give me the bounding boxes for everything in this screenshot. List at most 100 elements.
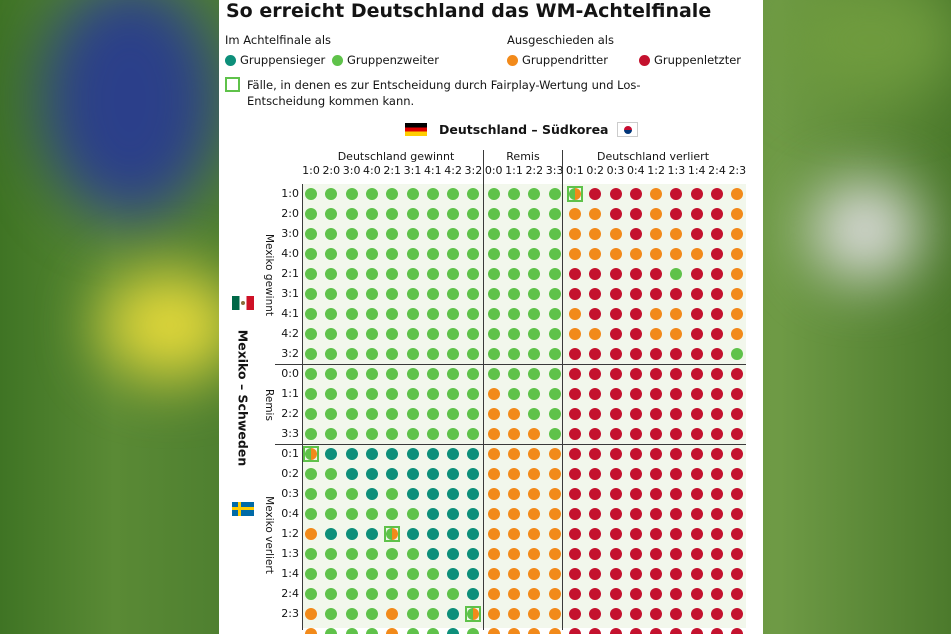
cell-gruppendritter (528, 528, 541, 540)
cell-gruppenzweiter (508, 228, 520, 240)
cell-gruppenzweiter (467, 248, 480, 260)
cell-gruppenletzter (629, 308, 642, 320)
cell-gruppenzweiter (386, 568, 399, 580)
legend-item-gruppenletzter: Gruppenletzter (639, 53, 741, 67)
fairplay-highlight-box (303, 446, 319, 462)
match-side-title: Mexiko – Schweden (235, 329, 251, 467)
cell-gruppenletzter (650, 508, 663, 520)
cell-gruppenletzter (568, 448, 581, 460)
cell-gruppenzweiter (426, 288, 439, 300)
cell-gruppenzweiter (426, 268, 439, 280)
cell-gruppendritter (508, 508, 520, 520)
cell-gruppenzweiter (406, 348, 419, 360)
cell-gruppenletzter (670, 188, 683, 200)
cell-gruppenletzter (609, 588, 622, 600)
cell-gruppenletzter (650, 548, 663, 560)
cell-gruppenletzter (670, 388, 683, 400)
legend-item-gruppenzweiter: Gruppenzweiter (332, 53, 439, 67)
cell-gruppenletzter (568, 588, 581, 600)
cell-gruppenzweiter (548, 208, 561, 220)
cell-gruppenletzter (609, 428, 622, 440)
legend-qualified-heading: Im Achtelfinale als (225, 33, 332, 47)
cell-gruppensieger (447, 508, 460, 520)
cell-gruppenzweiter (406, 408, 419, 420)
cell-gruppenletzter (609, 348, 622, 360)
cell-gruppendritter (528, 468, 541, 480)
column-score-label: 0:3 (606, 164, 625, 177)
cell-gruppenzweiter (386, 408, 399, 420)
cell-gruppendritter (528, 508, 541, 520)
cell-gruppenzweiter (467, 408, 480, 420)
cell-gruppenletzter (711, 328, 723, 340)
cell-gruppenzweiter (548, 228, 561, 240)
cell-gruppenletzter (731, 448, 744, 460)
col-group-label: Deutschland verliert (596, 150, 710, 163)
cell-gruppendritter (528, 588, 541, 600)
cell-gruppenletzter (589, 308, 602, 320)
cell-gruppenletzter (609, 568, 622, 580)
cell-gruppenletzter (690, 568, 703, 580)
row-divider (275, 444, 746, 445)
cell-gruppendritter (487, 488, 500, 500)
cell-gruppendritter (487, 408, 500, 420)
cell-gruppendritter (568, 308, 581, 320)
row-score-label: 4:0 (281, 247, 299, 260)
cell-gruppenzweiter (365, 308, 378, 320)
cell-gruppenletzter (711, 408, 723, 420)
cell-gruppenletzter (589, 528, 602, 540)
cell-gruppenletzter (670, 508, 683, 520)
cell-gruppenzweiter (447, 408, 460, 420)
cell-gruppenzweiter (487, 308, 500, 320)
cell-gruppenletzter (711, 448, 723, 460)
cell-gruppenzweiter (426, 348, 439, 360)
fairplay-highlight-box (566, 186, 583, 202)
row-score-label: 2:2 (281, 407, 299, 420)
cell-gruppenzweiter (406, 328, 419, 340)
legend-dot-icon (332, 54, 343, 66)
column-score-label: 1:4 (687, 164, 706, 177)
cell-gruppensieger (365, 488, 378, 500)
cell-gruppenzweiter (426, 428, 439, 440)
cell-gruppendritter (731, 228, 744, 240)
cell-gruppenletzter (568, 488, 581, 500)
cell-gruppenletzter (650, 388, 663, 400)
cell-gruppenletzter (629, 268, 642, 280)
cell-gruppenletzter (650, 608, 663, 620)
cell-gruppenletzter (589, 568, 602, 580)
cell-gruppenletzter (568, 468, 581, 480)
cell-gruppenzweiter (426, 608, 439, 620)
background-blob (810, 180, 920, 280)
cell-gruppendritter (731, 248, 744, 260)
cell-gruppenletzter (711, 188, 723, 200)
cell-gruppenletzter (609, 528, 622, 540)
cell-gruppenzweiter (426, 568, 439, 580)
column-score-label: 2:4 (708, 164, 726, 177)
cell-gruppenletzter (731, 568, 744, 580)
cell-gruppenzweiter (386, 548, 399, 560)
cell-gruppenletzter (589, 368, 602, 380)
column-divider (562, 150, 563, 630)
legend-label: Gruppensieger (240, 53, 326, 67)
cell-gruppenzweiter (528, 208, 541, 220)
cell-gruppensieger (365, 528, 378, 540)
cell-gruppenzweiter (386, 308, 399, 320)
cell-gruppenletzter (629, 368, 642, 380)
cell-gruppenzweiter (548, 288, 561, 300)
column-score-label: 3:3 (545, 164, 564, 177)
cell-gruppendritter (528, 428, 541, 440)
cell-gruppendritter (508, 628, 520, 634)
row-score-label: 1:3 (281, 547, 299, 560)
fairplay-highlight-box (465, 606, 482, 622)
cell-gruppenletzter (629, 588, 642, 600)
cell-gruppendritter (508, 608, 520, 620)
cell-gruppenzweiter (386, 388, 399, 400)
cell-gruppenzweiter (487, 348, 500, 360)
cell-gruppenletzter (711, 508, 723, 520)
cell-gruppenzweiter (528, 288, 541, 300)
cell-gruppenzweiter (305, 348, 317, 360)
cell-gruppensieger (325, 528, 338, 540)
legend-item-gruppendritter: Gruppendritter (507, 53, 608, 67)
background-blob (780, 0, 951, 100)
cell-gruppenzweiter (325, 208, 338, 220)
cell-gruppenzweiter (325, 248, 338, 260)
